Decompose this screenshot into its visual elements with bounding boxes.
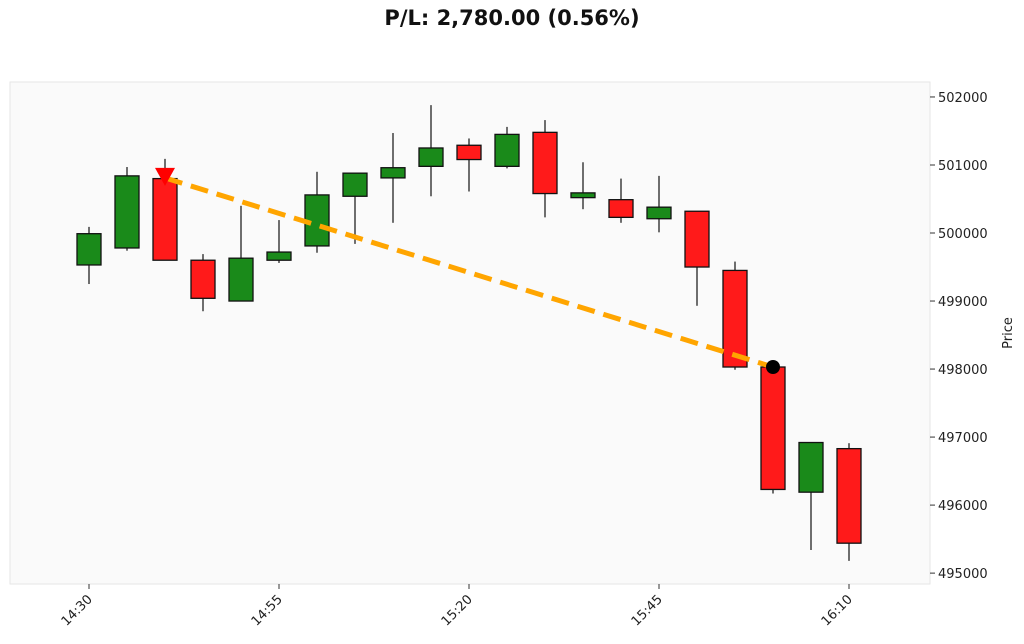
candle-body — [190, 259, 216, 299]
candle — [570, 162, 596, 210]
candle-body — [418, 147, 444, 167]
candle-body — [152, 177, 178, 261]
candle-body — [380, 167, 406, 179]
candle-body — [646, 206, 672, 220]
candle — [836, 443, 862, 561]
candle-body — [570, 192, 596, 199]
candle — [342, 172, 368, 244]
candle — [266, 220, 292, 263]
candle — [608, 178, 634, 223]
candle — [228, 205, 254, 302]
candle — [418, 105, 444, 197]
y-tick-label: 495000 — [938, 567, 988, 582]
x-tick-label: 14:30 — [59, 592, 96, 629]
candle-body — [608, 199, 634, 219]
plot-area — [9, 81, 931, 585]
candle — [684, 210, 710, 306]
candle-body — [836, 447, 862, 544]
y-tick-label: 502000 — [938, 91, 988, 106]
y-tick-label: 496000 — [938, 499, 988, 514]
x-tick-label: 16:10 — [819, 592, 856, 629]
candle — [798, 441, 824, 550]
candle-body — [342, 172, 368, 197]
candle — [760, 366, 786, 494]
y-tick-label: 498000 — [938, 363, 988, 378]
y-tick-label: 501000 — [938, 159, 988, 174]
candle — [380, 133, 406, 223]
candle — [722, 261, 748, 370]
exit-marker — [766, 360, 780, 375]
y-tick-label: 497000 — [938, 431, 988, 446]
candle — [76, 226, 102, 285]
candle — [456, 138, 482, 192]
candle — [114, 167, 140, 251]
x-tick-label: 14:55 — [249, 592, 286, 629]
candle-body — [228, 257, 254, 302]
x-tick-label: 15:20 — [439, 592, 476, 629]
candle-body — [798, 441, 824, 493]
y-tick-label: 500000 — [938, 227, 988, 242]
candle-body — [76, 233, 102, 266]
trade-line — [164, 175, 774, 370]
x-tick-label: 15:45 — [629, 592, 666, 629]
candle-body — [494, 133, 520, 167]
candle-body — [456, 144, 482, 161]
candle-body — [266, 251, 292, 261]
entry-marker — [155, 167, 175, 186]
candle — [532, 120, 558, 218]
candle — [190, 254, 216, 312]
candle-body — [722, 269, 748, 368]
y-tick-label: 499000 — [938, 295, 988, 310]
candle-body — [760, 366, 786, 491]
chart-title: P/L: 2,780.00 (0.56%) — [384, 6, 640, 30]
candle-body — [114, 175, 140, 249]
candle-body — [684, 210, 710, 268]
candle — [494, 126, 520, 169]
candle — [646, 175, 672, 233]
y-axis-label: Price — [1001, 317, 1016, 349]
candle-body — [532, 131, 558, 195]
